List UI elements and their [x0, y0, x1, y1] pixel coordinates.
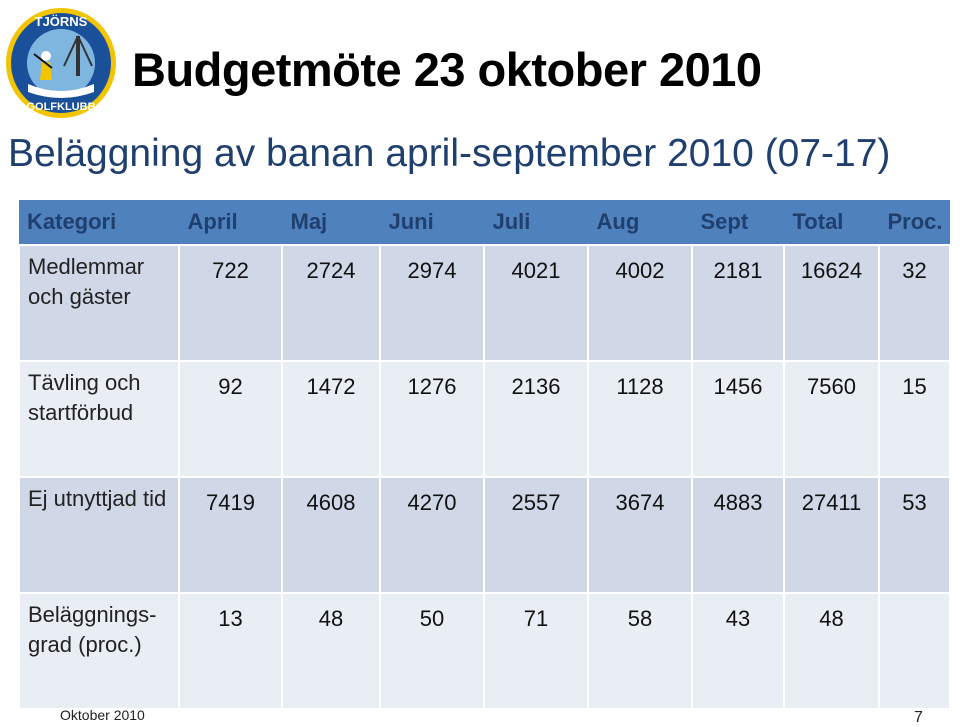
table-row: Medlemmar och gäster 722 2724 2974 4021 … — [18, 244, 949, 361]
table-cell: 4270 — [379, 476, 484, 593]
table-cell: 92 — [178, 360, 282, 477]
table-row: Ej utnyttjad tid 7419 4608 4270 2557 367… — [18, 476, 949, 593]
table-cell: 4021 — [483, 244, 588, 361]
table-cell: 15 — [878, 360, 949, 477]
table-cell: 43 — [691, 592, 784, 708]
header-cell: Juli — [484, 200, 589, 245]
page-number: 7 — [914, 709, 923, 726]
table-cell: 2181 — [691, 244, 784, 361]
table-cell: 50 — [379, 592, 484, 708]
table-cell: 1472 — [281, 360, 380, 477]
club-logo: TJÖRNS GOLFKLUBB — [6, 8, 116, 118]
table-cell: 53 — [878, 476, 949, 593]
table-cell: 2974 — [379, 244, 484, 361]
header-cell: Aug — [588, 200, 693, 245]
table-cell: 2557 — [483, 476, 588, 593]
table-cell: 7560 — [783, 360, 879, 477]
table-row: Beläggnings-grad (proc.) 13 48 50 71 58 … — [18, 592, 949, 708]
header-cell: April — [179, 200, 283, 245]
table-cell: 1128 — [587, 360, 692, 477]
table-cell: 722 — [178, 244, 282, 361]
table-header-row: Kategori April Maj Juni Juli Aug Sept To… — [19, 200, 950, 245]
table-cell: 71 — [483, 592, 588, 708]
table-cell: 2724 — [281, 244, 380, 361]
slide-title: Budgetmöte 23 oktober 2010 — [132, 43, 762, 96]
table-cell: 16624 — [783, 244, 879, 361]
header-cell: Sept — [692, 200, 785, 245]
table-cell: 4883 — [691, 476, 784, 593]
header-cell: Proc. — [879, 200, 950, 245]
header-cell: Maj — [282, 200, 381, 245]
row-label: Beläggnings-grad (proc.) — [18, 592, 179, 708]
table-cell: 2136 — [483, 360, 588, 477]
logo-text-top: TJÖRNS — [35, 14, 88, 29]
table-cell: 7419 — [178, 476, 282, 593]
row-label: Ej utnyttjad tid — [18, 476, 179, 593]
table-cell: 1456 — [691, 360, 784, 477]
slide-subtitle: Beläggning av banan april-september 2010… — [8, 132, 891, 175]
table-cell: 27411 — [783, 476, 879, 593]
table-cell: 32 — [878, 244, 949, 361]
table-cell: 4608 — [281, 476, 380, 593]
table-cell: 48 — [281, 592, 380, 708]
table-cell: 58 — [587, 592, 692, 708]
logo-text-bottom: GOLFKLUBB — [26, 101, 95, 113]
occupancy-table: Kategori April Maj Juni Juli Aug Sept To… — [18, 200, 950, 708]
footer-date: Oktober 2010 — [60, 707, 145, 723]
table-row: Tävling och startförbud 92 1472 1276 213… — [18, 360, 949, 477]
table-cell — [878, 592, 949, 708]
table-cell: 3674 — [587, 476, 692, 593]
row-label: Medlemmar och gäster — [18, 244, 179, 361]
table-cell: 48 — [783, 592, 879, 708]
table-cell: 1276 — [379, 360, 484, 477]
header-cell: Juni — [380, 200, 485, 245]
header-cell: Total — [784, 200, 880, 245]
table-cell: 13 — [178, 592, 282, 708]
table-cell: 4002 — [587, 244, 692, 361]
header-cell: Kategori — [19, 200, 180, 245]
row-label: Tävling och startförbud — [18, 360, 179, 477]
